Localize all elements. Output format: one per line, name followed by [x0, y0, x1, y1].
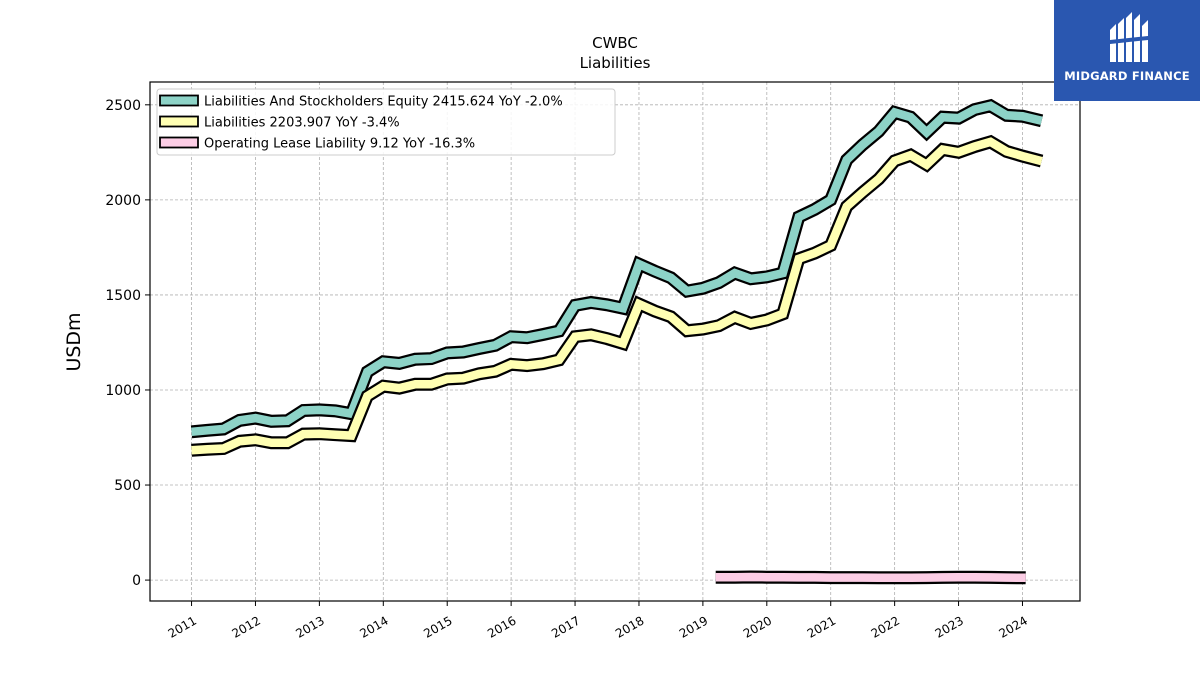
legend-entry-label: Operating Lease Liability 9.12 YoY -16.3… [204, 137, 475, 152]
y-tick-label: 500 [114, 478, 141, 494]
y-tick-label: 1500 [105, 288, 141, 304]
legend-box [156, 88, 616, 156]
series-line [715, 572, 1026, 583]
legend-entry-label: Liabilities And Stockholders Equity 2415… [204, 95, 563, 110]
x-tick-label: 2018 [613, 613, 646, 640]
x-tick-label: 2014 [357, 613, 390, 640]
brand-logo-icon [1110, 12, 1148, 62]
x-tick-label: 2016 [485, 613, 518, 640]
series-line [191, 101, 1043, 437]
legend-entry-label: Liabilities 2203.907 YoY -3.4% [204, 116, 400, 131]
y-tick-label: 2000 [105, 193, 141, 209]
x-tick-label: 2024 [997, 613, 1030, 640]
legend: Liabilities And Stockholders Equity 2415… [156, 88, 616, 156]
series-layer [190, 98, 1044, 585]
legend-swatch [159, 115, 199, 128]
series-1 [191, 134, 1044, 457]
plot-frame [149, 81, 1081, 602]
series-0 [190, 98, 1044, 439]
x-tick-label: 2022 [869, 613, 902, 640]
brand-logo: MIDGARD FINANCE [1054, 0, 1200, 101]
x-tick-label: 2015 [421, 613, 454, 640]
y-tick-label: 1000 [105, 383, 141, 399]
chart-subtitle: Liabilities [580, 54, 651, 72]
x-tick-label: 2012 [230, 613, 263, 640]
y-axis-label: USDm [63, 312, 85, 371]
legend-swatch [159, 94, 199, 107]
brand-name: MIDGARD FINANCE [1064, 69, 1190, 83]
series-line [191, 137, 1043, 455]
x-tick-label: 2017 [549, 613, 582, 640]
x-tick-label: 2013 [293, 613, 326, 640]
x-tick-label: 2011 [166, 613, 199, 640]
x-tick-label: 2020 [741, 613, 774, 640]
x-tick-label: 2023 [933, 613, 966, 640]
chart-title: CWBC [592, 34, 638, 52]
y-axis-ticks: 0 500 1000 1500 2000 2500 [105, 98, 150, 589]
y-tick-label: 0 [132, 573, 141, 589]
series-2 [715, 570, 1026, 585]
x-tick-label: 2021 [805, 613, 838, 640]
y-tick-label: 2500 [105, 98, 141, 114]
legend-swatch [159, 136, 199, 149]
x-axis-ticks: 2011 2012 2013 2014 2015 2016 2017 2018 2019 2020… [166, 601, 1030, 641]
x-tick-label: 2019 [677, 613, 710, 640]
